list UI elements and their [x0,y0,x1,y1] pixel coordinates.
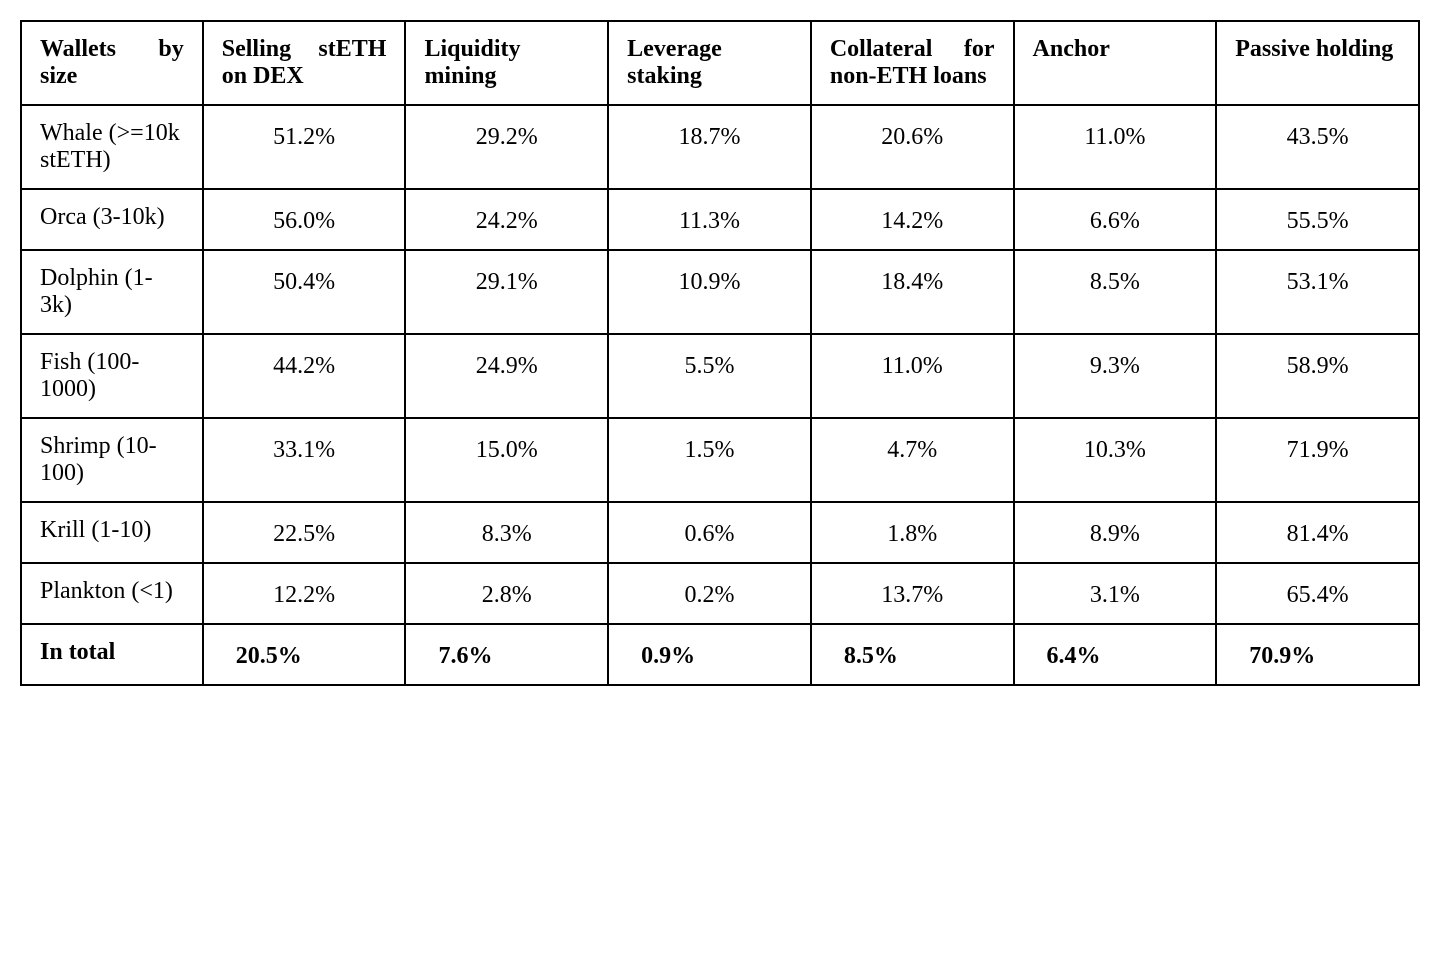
cell-anchor: 11.0% [1014,105,1217,189]
cell-selling: 56.0% [203,189,406,250]
row-label: Orca (3-10k) [21,189,203,250]
col-header-collateral: Collateral for non-ETH loans [811,21,1014,105]
cell-liquidity: 24.9% [405,334,608,418]
col-header-passive: Passive holding [1216,21,1419,105]
cell-anchor: 9.3% [1014,334,1217,418]
cell-selling: 44.2% [203,334,406,418]
cell-collateral: 18.4% [811,250,1014,334]
cell-passive: 70.9% [1216,624,1419,685]
cell-collateral: 4.7% [811,418,1014,502]
table-body: Whale (>=10k stETH)51.2%29.2%18.7%20.6%1… [21,105,1419,685]
cell-liquidity: 2.8% [405,563,608,624]
cell-collateral: 11.0% [811,334,1014,418]
cell-anchor: 8.5% [1014,250,1217,334]
wallets-table: Wallets by size Selling stETH on DEX Liq… [20,20,1420,686]
cell-leverage: 18.7% [608,105,811,189]
cell-passive: 43.5% [1216,105,1419,189]
cell-leverage: 10.9% [608,250,811,334]
cell-collateral: 8.5% [811,624,1014,685]
cell-anchor: 6.6% [1014,189,1217,250]
cell-selling: 20.5% [203,624,406,685]
cell-anchor: 8.9% [1014,502,1217,563]
cell-leverage: 1.5% [608,418,811,502]
cell-collateral: 14.2% [811,189,1014,250]
cell-collateral: 13.7% [811,563,1014,624]
cell-liquidity: 24.2% [405,189,608,250]
table-row: Orca (3-10k)56.0%24.2%11.3%14.2%6.6%55.5… [21,189,1419,250]
table-row: Fish (100-1000)44.2%24.9%5.5%11.0%9.3%58… [21,334,1419,418]
row-label: Dolphin (1-3k) [21,250,203,334]
row-label: Whale (>=10k stETH) [21,105,203,189]
table-row: Plankton (<1)12.2%2.8%0.2%13.7%3.1%65.4% [21,563,1419,624]
row-label: Krill (1-10) [21,502,203,563]
table-header-row: Wallets by size Selling stETH on DEX Liq… [21,21,1419,105]
row-label: Shrimp (10-100) [21,418,203,502]
cell-liquidity: 15.0% [405,418,608,502]
cell-liquidity: 7.6% [405,624,608,685]
cell-leverage: 0.9% [608,624,811,685]
table-row: Dolphin (1-3k)50.4%29.1%10.9%18.4%8.5%53… [21,250,1419,334]
col-header-anchor: Anchor [1014,21,1217,105]
cell-leverage: 5.5% [608,334,811,418]
cell-passive: 53.1% [1216,250,1419,334]
col-header-selling: Selling stETH on DEX [203,21,406,105]
col-header-liquidity: Liquidity mining [405,21,608,105]
cell-selling: 12.2% [203,563,406,624]
cell-passive: 71.9% [1216,418,1419,502]
cell-selling: 22.5% [203,502,406,563]
cell-liquidity: 29.1% [405,250,608,334]
table-total-row: In total20.5%7.6%0.9%8.5%6.4%70.9% [21,624,1419,685]
table-row: Krill (1-10)22.5%8.3%0.6%1.8%8.9%81.4% [21,502,1419,563]
row-label: In total [21,624,203,685]
cell-anchor: 6.4% [1014,624,1217,685]
cell-leverage: 11.3% [608,189,811,250]
cell-leverage: 0.2% [608,563,811,624]
row-label: Fish (100-1000) [21,334,203,418]
cell-leverage: 0.6% [608,502,811,563]
cell-passive: 81.4% [1216,502,1419,563]
table-row: Whale (>=10k stETH)51.2%29.2%18.7%20.6%1… [21,105,1419,189]
row-label: Plankton (<1) [21,563,203,624]
col-header-leverage: Leverage staking [608,21,811,105]
cell-passive: 55.5% [1216,189,1419,250]
cell-selling: 50.4% [203,250,406,334]
cell-selling: 33.1% [203,418,406,502]
col-header-wallet: Wallets by size [21,21,203,105]
cell-selling: 51.2% [203,105,406,189]
table-row: Shrimp (10-100)33.1%15.0%1.5%4.7%10.3%71… [21,418,1419,502]
cell-liquidity: 29.2% [405,105,608,189]
cell-collateral: 1.8% [811,502,1014,563]
cell-anchor: 10.3% [1014,418,1217,502]
cell-passive: 65.4% [1216,563,1419,624]
cell-passive: 58.9% [1216,334,1419,418]
cell-collateral: 20.6% [811,105,1014,189]
cell-anchor: 3.1% [1014,563,1217,624]
cell-liquidity: 8.3% [405,502,608,563]
